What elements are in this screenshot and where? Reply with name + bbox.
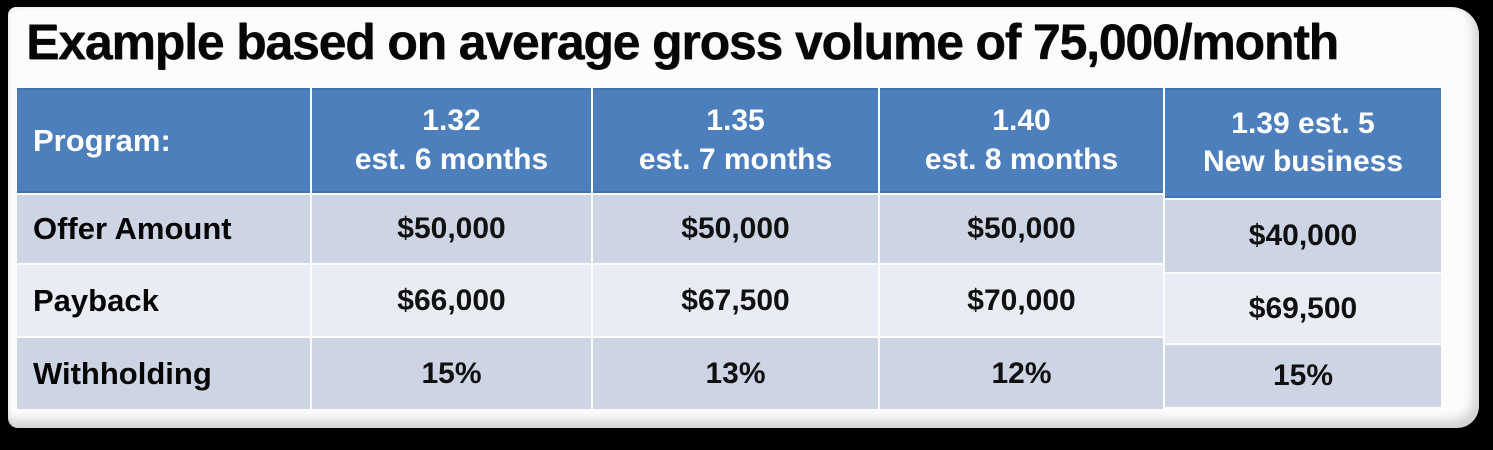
col1-term: est. 6 months (354, 142, 549, 176)
row-label-payback: Payback (17, 265, 310, 336)
page: Example based on average gross volume of… (8, 7, 1479, 428)
cell-withholding-col2: 13% (593, 338, 878, 409)
header-cell-col2: 1.35 est. 7 months (593, 88, 878, 193)
cell-payback-col1: $66,000 (312, 265, 591, 336)
cell-offer-col2: $50,000 (593, 195, 878, 263)
table-main-grid: Program: 1.32 est. 6 months 1.35 est. 7 … (17, 88, 1163, 409)
col2-factor: 1.35 (706, 104, 765, 138)
program-label: Program: (33, 122, 171, 158)
table-last-column: 1.39 est. 5 New business $40,000 $69,500… (1165, 88, 1441, 407)
cell-payback-col3: $70,000 (880, 265, 1163, 336)
header-cell-program: Program: (17, 88, 310, 193)
col4-term: New business (1202, 145, 1404, 178)
header-cell-col4: 1.39 est. 5 New business (1165, 88, 1441, 198)
cell-offer-col1: $50,000 (312, 195, 591, 263)
header-cell-col3: 1.40 est. 8 months (880, 88, 1163, 193)
cell-withholding-col1: 15% (312, 338, 591, 409)
page-title: Example based on average gross volume of… (26, 14, 1339, 70)
cell-withholding-col3: 12% (880, 338, 1163, 409)
cell-payback-col4: $69,500 (1165, 274, 1441, 343)
row-label-withholding: Withholding (17, 338, 310, 409)
header-cell-col1: 1.32 est. 6 months (312, 88, 591, 193)
cell-offer-col4: $40,000 (1165, 200, 1441, 272)
cell-payback-col2: $67,500 (593, 265, 878, 336)
col2-term: est. 7 months (638, 142, 833, 176)
cell-offer-col3: $50,000 (880, 195, 1163, 263)
col1-factor: 1.32 (422, 104, 481, 138)
col3-term: est. 8 months (924, 142, 1119, 176)
col4-factor: 1.39 est. 5 (1231, 106, 1375, 140)
pricing-table: Program: 1.32 est. 6 months 1.35 est. 7 … (17, 88, 1441, 409)
row-label-offer-amount: Offer Amount (17, 195, 310, 263)
col3-factor: 1.40 (992, 104, 1051, 138)
cell-withholding-col4: 15% (1165, 345, 1441, 407)
